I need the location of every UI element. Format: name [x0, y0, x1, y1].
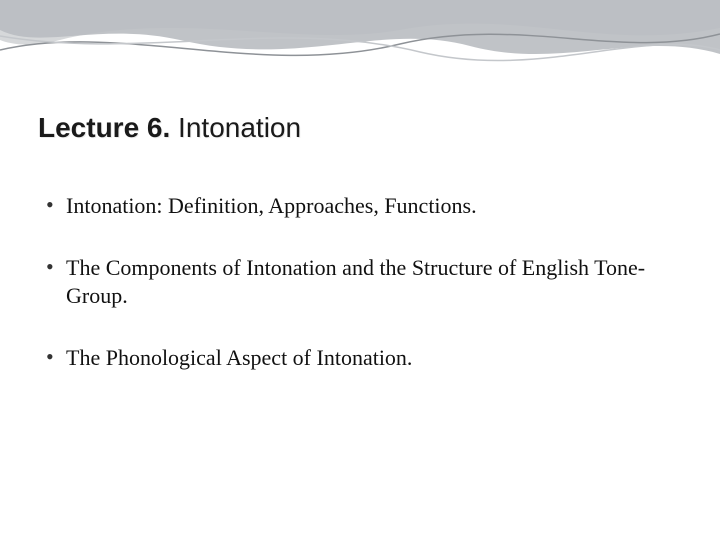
- bullet-list: Intonation: Definition, Approaches, Func…: [38, 192, 682, 373]
- bullet-text: Intonation: Definition, Approaches, Func…: [66, 193, 477, 218]
- bullet-text: The Components of Intonation and the Str…: [66, 255, 645, 308]
- list-item: The Components of Intonation and the Str…: [40, 254, 682, 310]
- slide-title: Lecture 6. Intonation: [38, 112, 682, 144]
- bullet-text: The Phonological Aspect of Intonation.: [66, 345, 412, 370]
- list-item: Intonation: Definition, Approaches, Func…: [40, 192, 682, 220]
- slide: Lecture 6. Intonation Intonation: Defini…: [0, 0, 720, 540]
- title-rest-part: Intonation: [170, 112, 301, 143]
- list-item: The Phonological Aspect of Intonation.: [40, 344, 682, 372]
- slide-content: Lecture 6. Intonation Intonation: Defini…: [0, 0, 720, 373]
- title-bold-part: Lecture 6.: [38, 112, 170, 143]
